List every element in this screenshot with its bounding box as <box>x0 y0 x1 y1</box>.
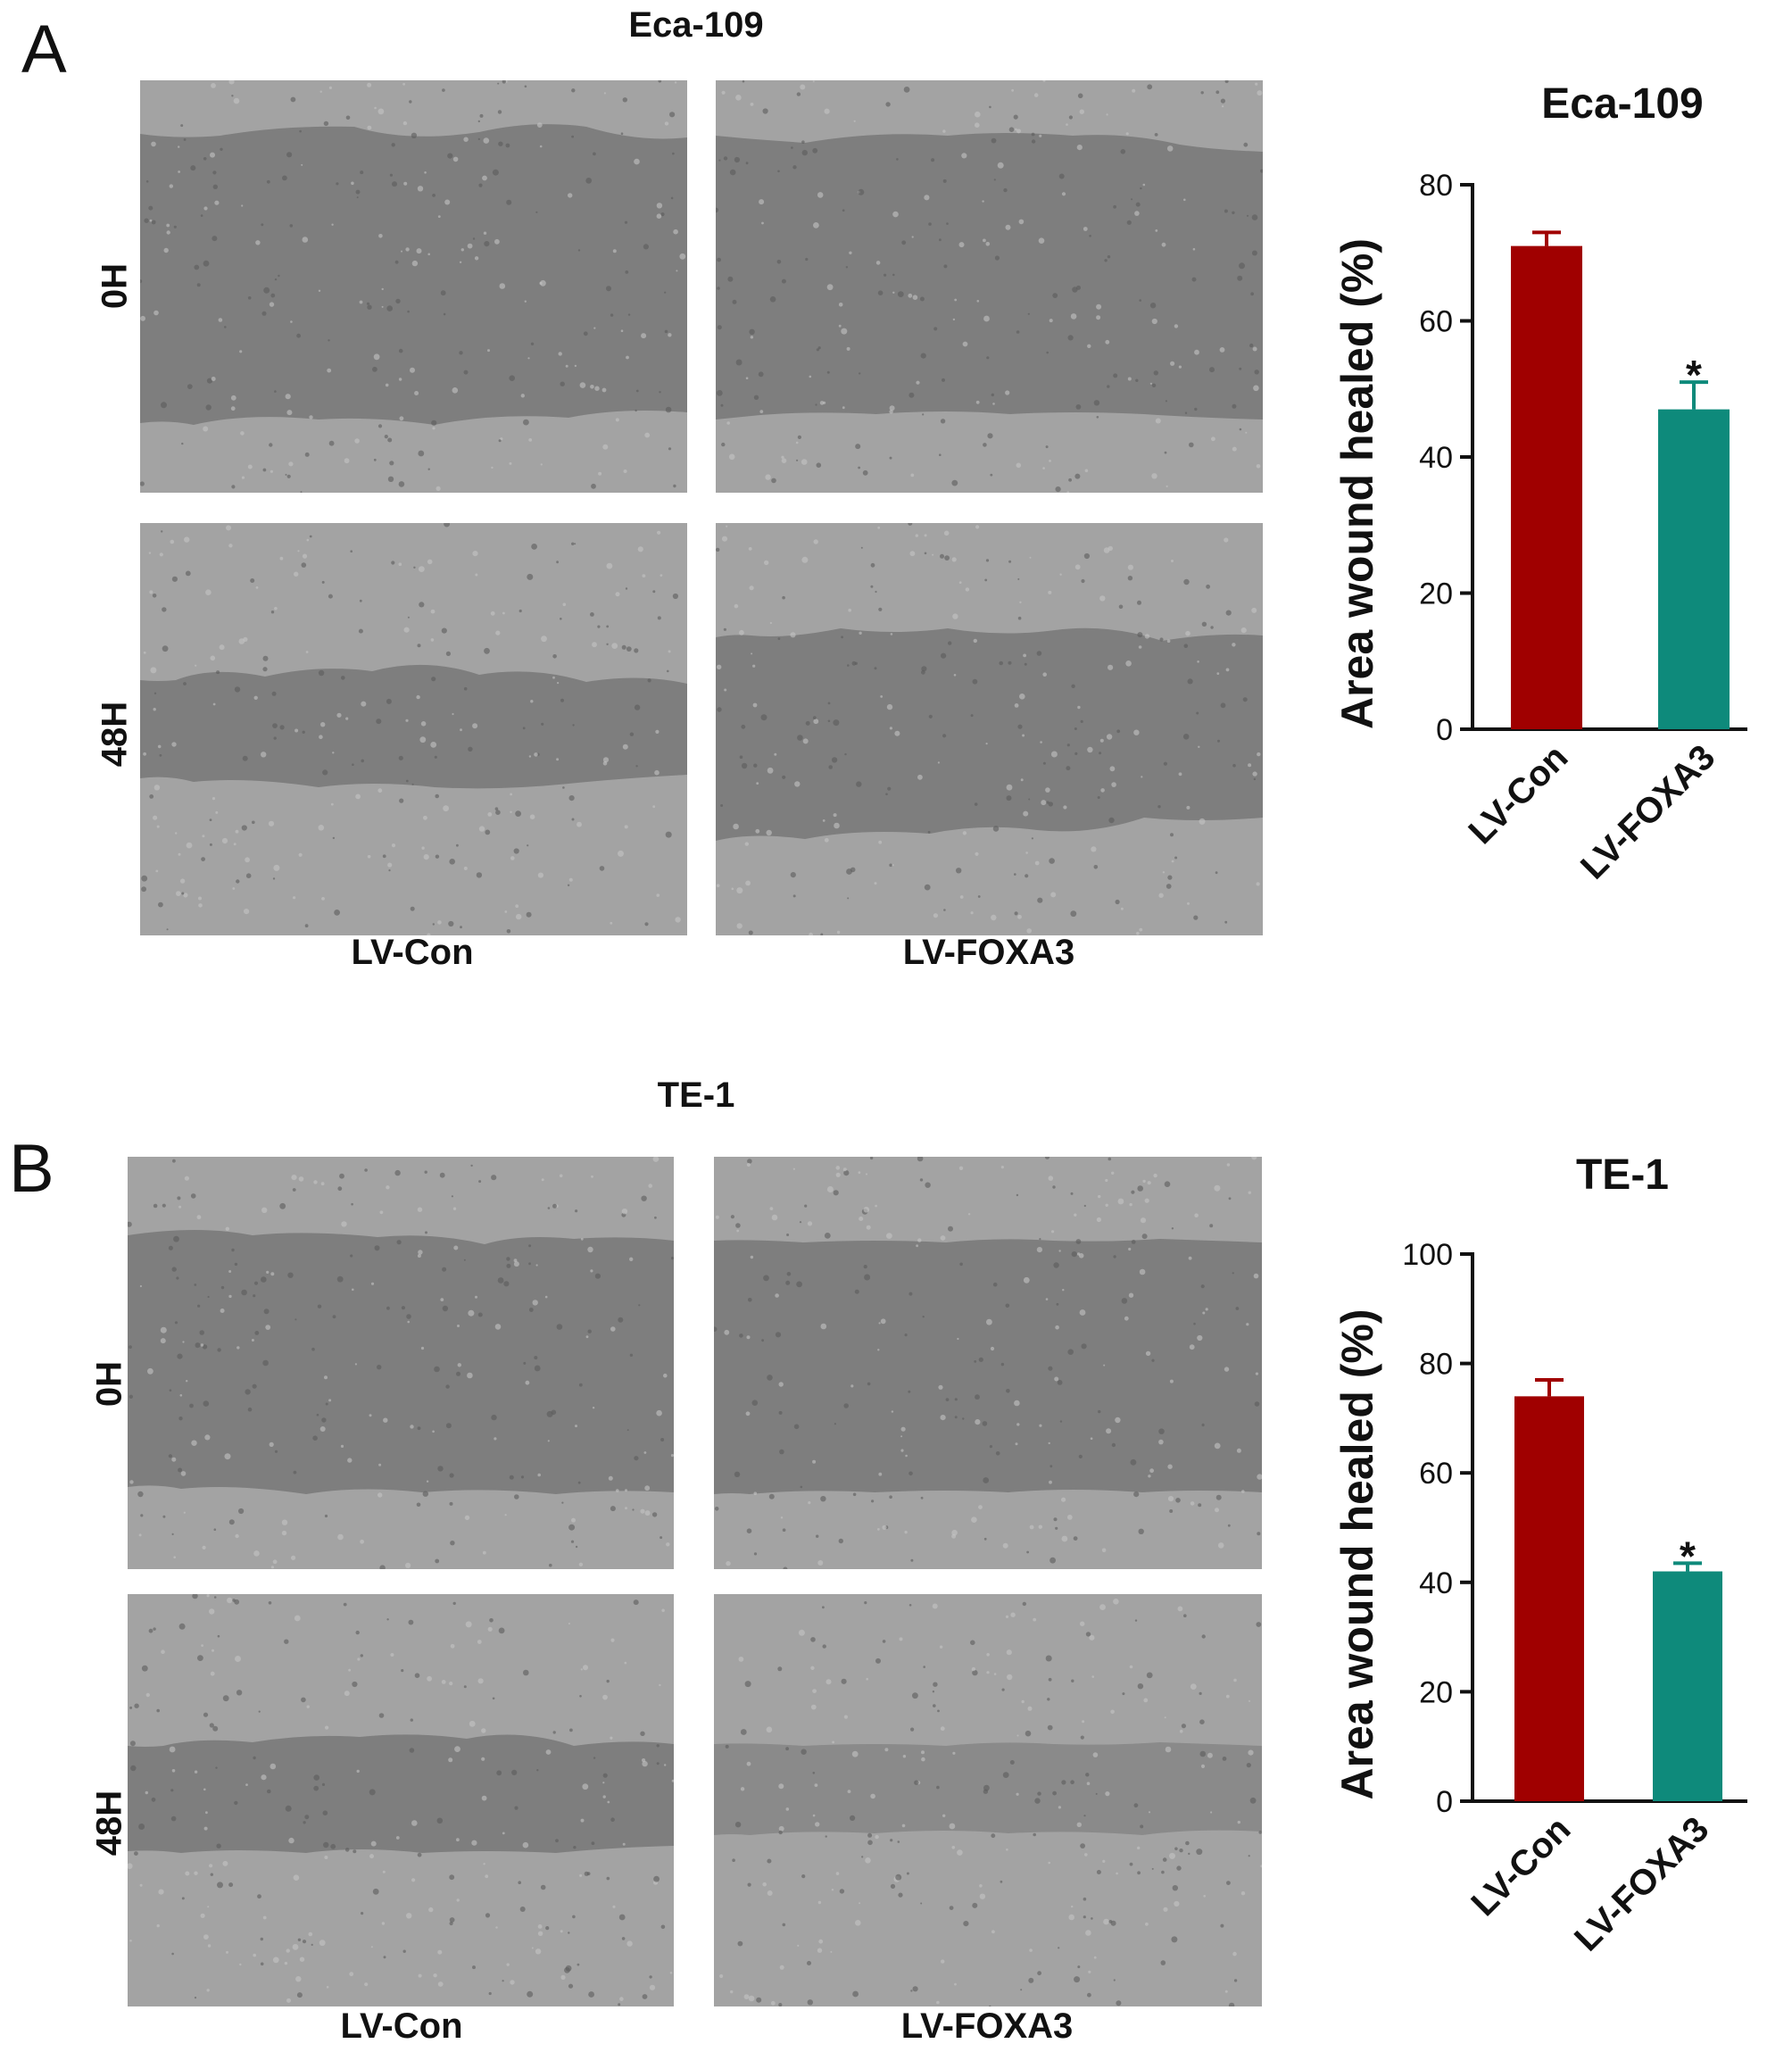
micrograph-a-foxa3-0h <box>716 80 1263 493</box>
panel-b-col-label-foxa3: LV-FOXA3 <box>900 2006 1074 2046</box>
chart-eca109-bar-0 <box>1511 245 1582 729</box>
chart-te1-category-label-0: LV-Con <box>1464 1809 1578 1923</box>
micrograph-a-con-48h <box>140 523 687 935</box>
chart-te1-ytick-label-5: 100 <box>1402 1238 1453 1272</box>
chart-te1-ytick-label-4: 80 <box>1419 1348 1453 1382</box>
chart-eca109-ytick-label-3: 60 <box>1419 305 1453 339</box>
chart-te1-category-label-1: LV-FOXA3 <box>1567 1809 1716 1958</box>
micrograph-a-con-0h <box>140 80 687 493</box>
chart-te1-bar-1 <box>1653 1571 1722 1801</box>
chart-te1-bar-0 <box>1514 1396 1584 1801</box>
chart-te1-ytick-label-0: 0 <box>1436 1785 1453 1819</box>
panel-letter-b: B <box>9 1131 54 1207</box>
chart-te1-ytick-label-2: 40 <box>1419 1566 1453 1600</box>
chart-eca109-svg: Eca-109 Area wound healed (%) 0 20 40 60 80 LV-… <box>1332 80 1747 887</box>
panel-a-col-label-con: LV-Con <box>351 933 474 972</box>
chart-eca109-ytick-label-4: 80 <box>1419 169 1453 203</box>
chart-te1-ytick-label-3: 60 <box>1419 1457 1453 1491</box>
panel-a-col-label-foxa3: LV-FOXA3 <box>902 933 1075 972</box>
micrograph-a-foxa3-48h <box>716 523 1263 935</box>
micrograph-b-foxa3-48h <box>714 1594 1262 2006</box>
panel-a-row-label-0h: 0H <box>95 262 135 310</box>
panel-b-row-label-48h: 48H <box>89 1790 129 1857</box>
chart-te1-significance-1: * <box>1680 1533 1696 1579</box>
micrograph-b-foxa3-0h <box>714 1157 1262 1569</box>
chart-te1: TE-1 Area wound healed (%) 0 20 40 60 80 100 LV-… <box>1321 1142 1792 2044</box>
panel-a-row-label-48h: 48H <box>95 701 135 768</box>
chart-te1-ytick-label-1: 20 <box>1419 1675 1453 1709</box>
chart-eca109-bar-1 <box>1658 409 1730 729</box>
chart-te1-title: TE-1 <box>1576 1151 1669 1199</box>
panel-letter-a: A <box>21 12 67 87</box>
chart-eca109-category-label-0: LV-Con <box>1461 737 1575 852</box>
panel-a-title: Eca-109 <box>628 5 764 45</box>
chart-eca109: Eca-109 Area wound healed (%) 0 20 40 60 80 LV-… <box>1321 71 1792 928</box>
chart-eca109-title: Eca-109 <box>1541 80 1703 128</box>
chart-te1-svg: TE-1 Area wound healed (%) 0 20 40 60 80 100 LV-… <box>1332 1151 1747 1959</box>
chart-eca109-ylabel: Area wound healed (%) <box>1332 238 1382 729</box>
chart-eca109-ytick-label-1: 20 <box>1419 577 1453 611</box>
panel-b-row-label-0h: 0H <box>89 1360 129 1408</box>
micrograph-b-con-48h <box>128 1594 674 2006</box>
micrograph-b-con-0h <box>128 1157 674 1569</box>
panel-b-title: TE-1 <box>657 1076 735 1115</box>
panel-b-col-label-con: LV-Con <box>340 2006 463 2046</box>
chart-eca109-ytick-label-0: 0 <box>1436 713 1453 747</box>
chart-eca109-significance-1: * <box>1686 352 1702 398</box>
chart-te1-ylabel: Area wound healed (%) <box>1332 1308 1382 1799</box>
chart-eca109-category-label-1: LV-FOXA3 <box>1573 737 1722 886</box>
chart-eca109-ytick-label-2: 40 <box>1419 441 1453 475</box>
